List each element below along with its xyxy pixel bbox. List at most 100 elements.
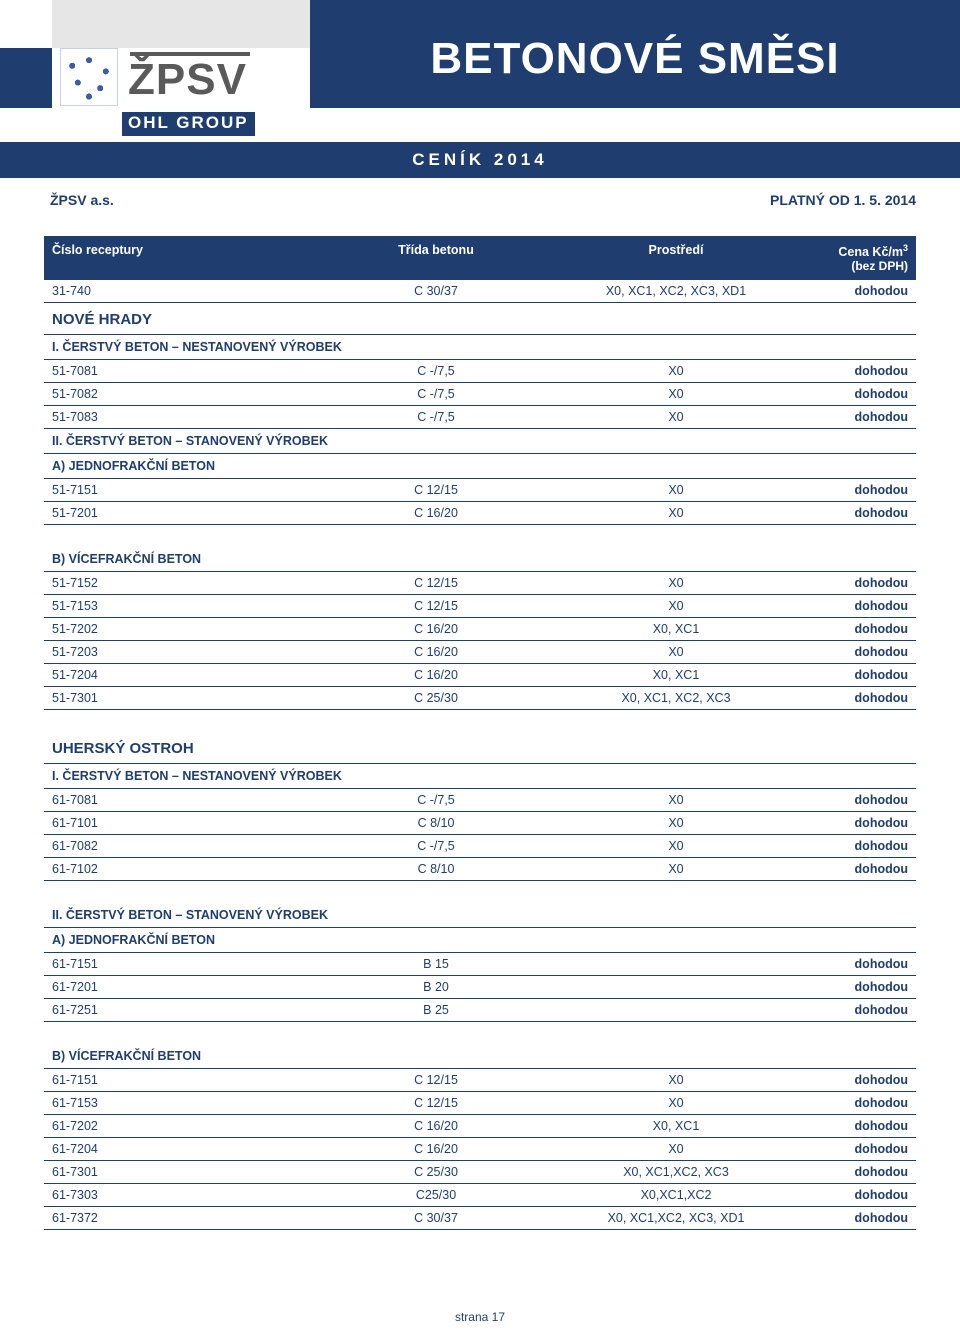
table-row: 61-7081C -/7,5X0dohodou	[44, 789, 916, 812]
table-row: 61-7251B 25dohodou	[44, 999, 916, 1022]
subhead-label: II. ČERSTVÝ BETON – STANOVENÝ VÝROBEK	[44, 429, 916, 454]
cell-prostredi: X0	[546, 360, 806, 383]
sub-header: II. ČERSTVÝ BETON – STANOVENÝ VÝROBEK	[44, 903, 916, 928]
table-body: 31-740C 30/37X0, XC1, XC2, XC3, XD1dohod…	[44, 280, 916, 1230]
table-row: 51-7083C -/7,5X0dohodou	[44, 406, 916, 429]
table-row: 61-7301C 25/30X0, XC1,XC2, XC3dohodou	[44, 1161, 916, 1184]
cell-cena: dohodou	[806, 280, 916, 303]
cell-cislo: 61-7151	[44, 953, 326, 976]
cell-prostredi	[546, 976, 806, 999]
table-row: 61-7082C -/7,5X0dohodou	[44, 835, 916, 858]
table-row: 61-7202C 16/20X0, XC1dohodou	[44, 1115, 916, 1138]
th-cena-sub: (bez DPH)	[814, 259, 908, 273]
cell-trida: C 16/20	[326, 618, 546, 641]
table-row: 61-7372C 30/37X0, XC1,XC2, XC3, XD1dohod…	[44, 1207, 916, 1230]
cell-cislo: 61-7082	[44, 835, 326, 858]
cell-cena: dohodou	[806, 1161, 916, 1184]
gap-row	[44, 881, 916, 904]
table-row: 51-7151C 12/15X0dohodou	[44, 479, 916, 502]
cell-prostredi: X0	[546, 641, 806, 664]
gap-cell	[44, 525, 916, 548]
cell-cena: dohodou	[806, 572, 916, 595]
ohl-group-label: OHL GROUP	[122, 112, 255, 136]
cell-cislo: 51-7082	[44, 383, 326, 406]
table-row: 61-7153C 12/15X0dohodou	[44, 1092, 916, 1115]
gap-row	[44, 710, 916, 733]
sub-header: I. ČERSTVÝ BETON – NESTANOVENÝ VÝROBEK	[44, 335, 916, 360]
sub-header: I. ČERSTVÝ BETON – NESTANOVENÝ VÝROBEK	[44, 764, 916, 789]
logo-gray-strip	[52, 0, 310, 48]
cell-trida: C 30/37	[326, 280, 546, 303]
cell-cislo: 51-7201	[44, 502, 326, 525]
cell-cena: dohodou	[806, 1138, 916, 1161]
cell-prostredi: X0	[546, 812, 806, 835]
cell-trida: C 30/37	[326, 1207, 546, 1230]
cell-prostredi: X0	[546, 1069, 806, 1092]
price-table: Číslo receptury Třída betonu Prostředí C…	[44, 236, 916, 1230]
mosaic-icon	[60, 48, 118, 106]
cell-prostredi: X0, XC1,XC2, XC3, XD1	[546, 1207, 806, 1230]
cell-trida: C 8/10	[326, 812, 546, 835]
main-title: BETONOVÉ SMĚSI	[310, 34, 960, 84]
cell-trida: C 25/30	[326, 1161, 546, 1184]
valid-from-label: PLATNÝ OD 1. 5. 2014	[770, 192, 916, 208]
subhead-label: I. ČERSTVÝ BETON – NESTANOVENÝ VÝROBEK	[44, 764, 916, 789]
table-row: 51-7202C 16/20X0, XC1dohodou	[44, 618, 916, 641]
section-label: NOVÉ HRADY	[44, 303, 916, 335]
section-header: UHERSKÝ OSTROH	[44, 732, 916, 764]
cell-cena: dohodou	[806, 687, 916, 710]
subhead-label: I. ČERSTVÝ BETON – NESTANOVENÝ VÝROBEK	[44, 335, 916, 360]
sub-header: II. ČERSTVÝ BETON – STANOVENÝ VÝROBEK	[44, 429, 916, 454]
sub-bar: ŽPSV a.s. PLATNÝ OD 1. 5. 2014	[0, 178, 960, 222]
cell-prostredi: X0, XC1,XC2, XC3	[546, 1161, 806, 1184]
cell-trida: C -/7,5	[326, 835, 546, 858]
table-row: 51-7201C 16/20X0dohodou	[44, 502, 916, 525]
cell-cislo: 61-7081	[44, 789, 326, 812]
cell-trida: C -/7,5	[326, 406, 546, 429]
cell-cena: dohodou	[806, 812, 916, 835]
cell-cislo: 51-7152	[44, 572, 326, 595]
cell-trida: C -/7,5	[326, 789, 546, 812]
cell-cena: dohodou	[806, 479, 916, 502]
cell-prostredi: X0	[546, 479, 806, 502]
cell-cislo: 51-7153	[44, 595, 326, 618]
cell-trida: C 16/20	[326, 664, 546, 687]
cell-prostredi: X0	[546, 1092, 806, 1115]
cell-cislo: 61-7153	[44, 1092, 326, 1115]
table-row: 61-7102C 8/10X0dohodou	[44, 858, 916, 881]
cell-trida: C 16/20	[326, 1138, 546, 1161]
header: ŽPSV OHL GROUP BETONOVÉ SMĚSI CENÍK 2014	[0, 0, 960, 178]
cell-cislo: 51-7081	[44, 360, 326, 383]
cell-cislo: 61-7151	[44, 1069, 326, 1092]
logo-text: ŽPSV	[128, 55, 247, 104]
cell-trida: B 15	[326, 953, 546, 976]
table-row: 51-7204C 16/20X0, XC1dohodou	[44, 664, 916, 687]
gap-cell	[44, 1022, 916, 1045]
sub-sub-header: B) VÍCEFRAKČNÍ BETON	[44, 1044, 916, 1069]
cell-trida: C 8/10	[326, 858, 546, 881]
cell-cislo: 51-7301	[44, 687, 326, 710]
cell-prostredi: X0,XC1,XC2	[546, 1184, 806, 1207]
th-trida: Třída betonu	[326, 236, 546, 280]
cell-cena: dohodou	[806, 1092, 916, 1115]
cell-cislo: 51-7083	[44, 406, 326, 429]
sub-sub-header: B) VÍCEFRAKČNÍ BETON	[44, 547, 916, 572]
th-cislo: Číslo receptury	[44, 236, 326, 280]
cell-cena: dohodou	[806, 502, 916, 525]
table-row: 61-7204C 16/20X0dohodou	[44, 1138, 916, 1161]
cell-trida: C -/7,5	[326, 360, 546, 383]
cell-trida: C 25/30	[326, 687, 546, 710]
subsub-label: B) VÍCEFRAKČNÍ BETON	[44, 547, 916, 572]
cell-cislo: 61-7303	[44, 1184, 326, 1207]
cell-trida: C 12/15	[326, 1069, 546, 1092]
section-label: UHERSKÝ OSTROH	[44, 732, 916, 764]
gap-cell	[44, 710, 916, 733]
cell-cislo: 61-7102	[44, 858, 326, 881]
cell-prostredi: X0, XC1, XC2, XC3, XD1	[546, 280, 806, 303]
gap-row	[44, 525, 916, 548]
cell-prostredi: X0	[546, 383, 806, 406]
cell-cena: dohodou	[806, 1184, 916, 1207]
cell-cena: dohodou	[806, 595, 916, 618]
cell-prostredi: X0	[546, 406, 806, 429]
logo-box: ŽPSV OHL GROUP	[52, 0, 310, 135]
